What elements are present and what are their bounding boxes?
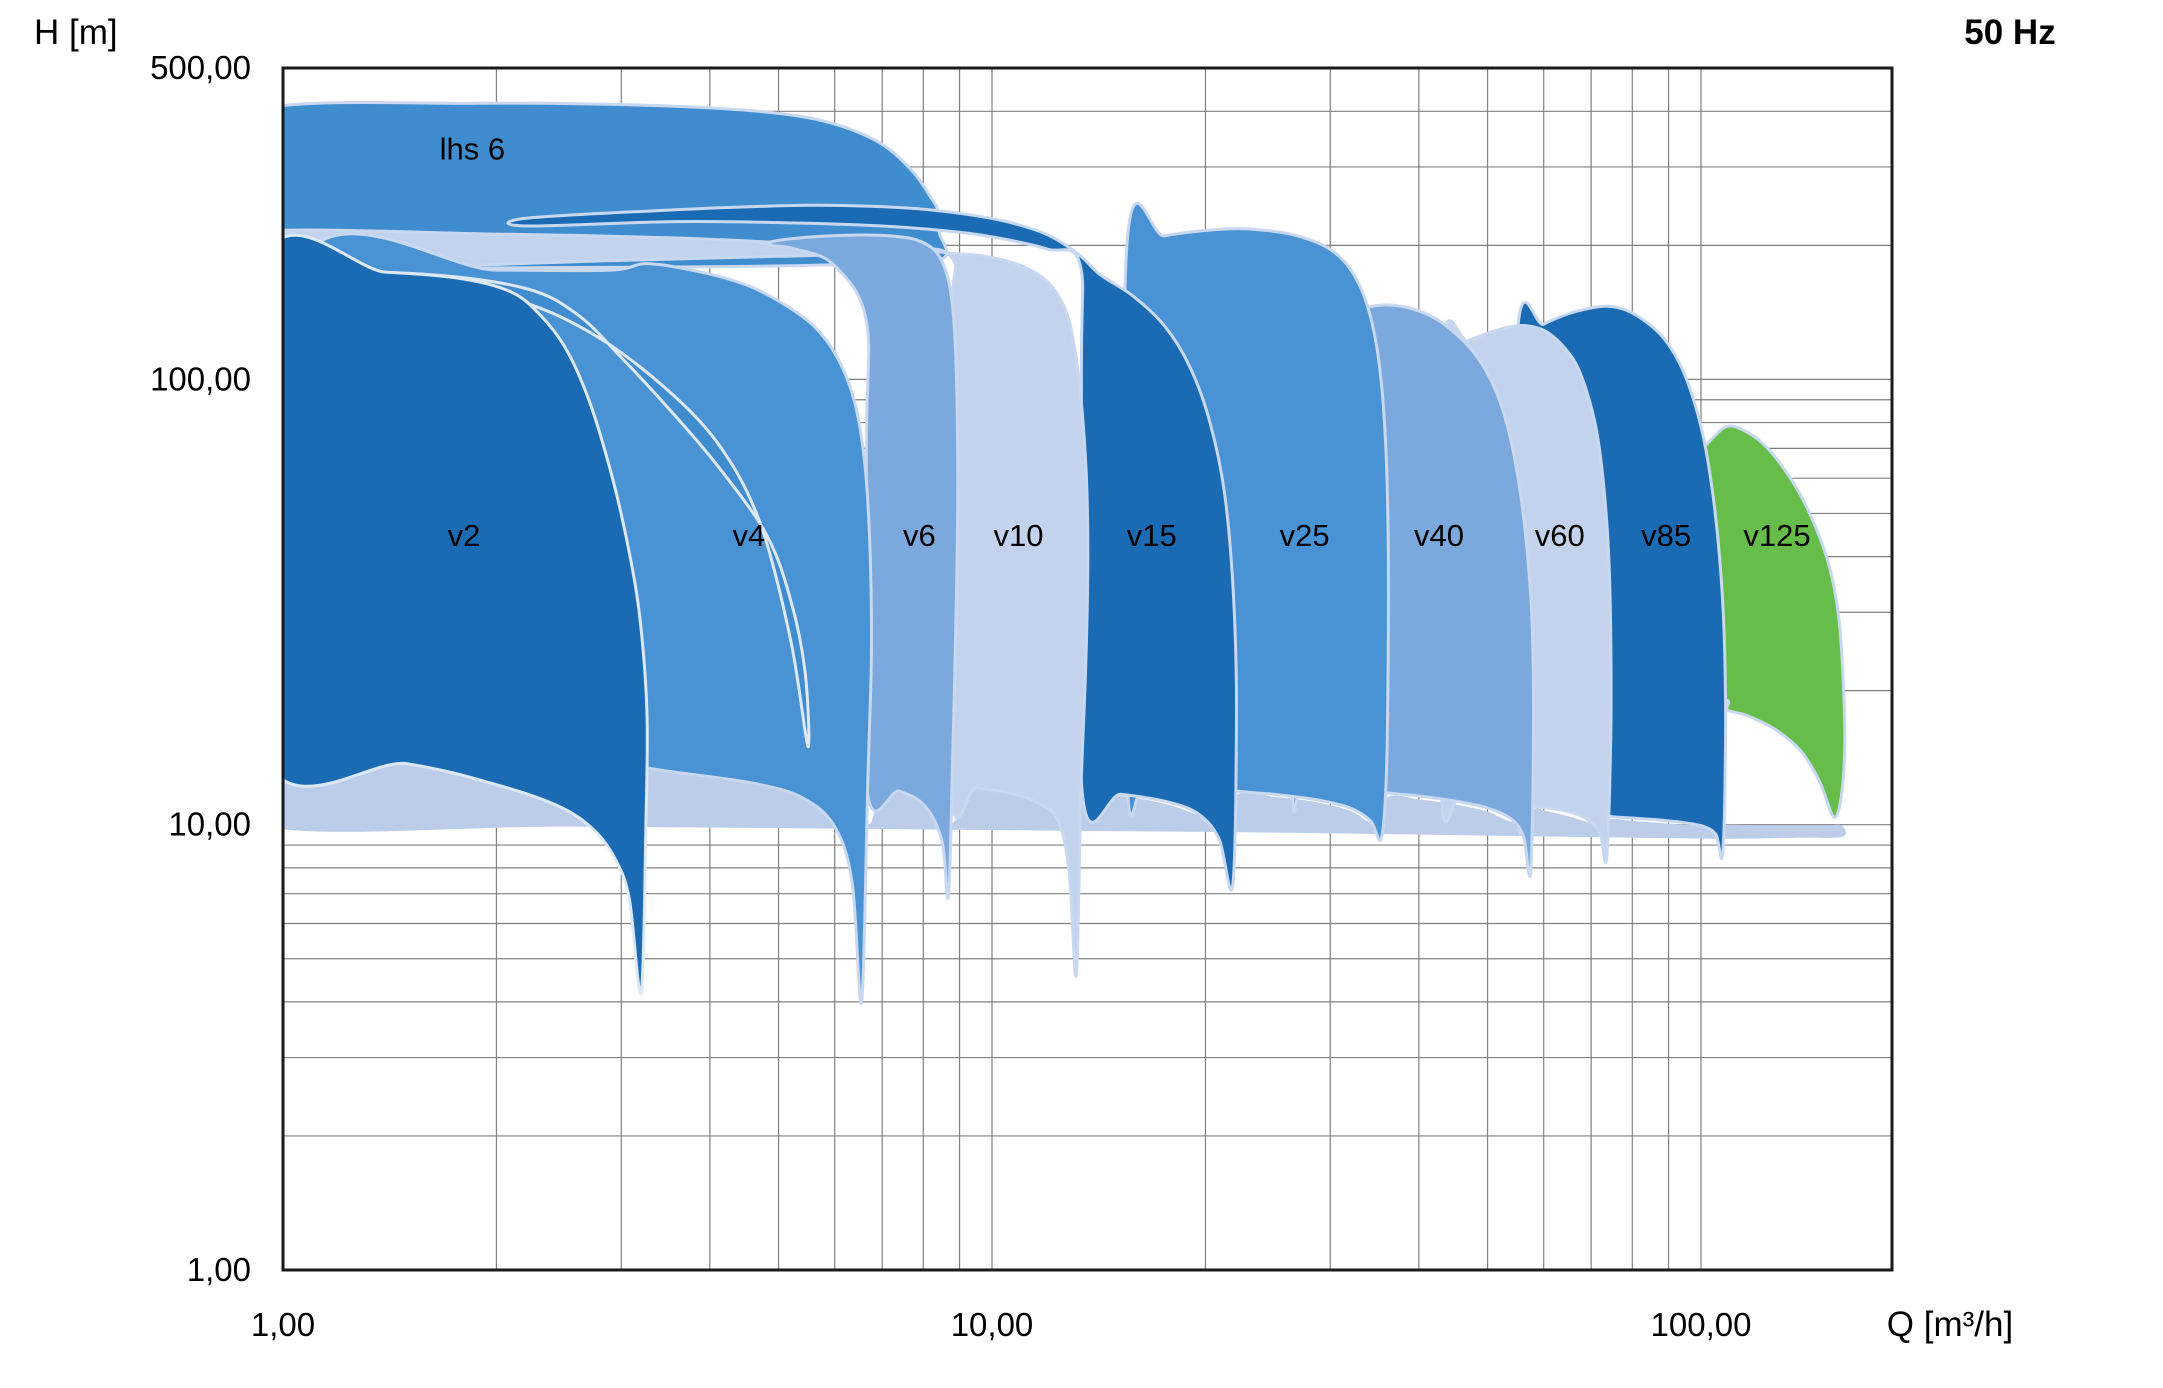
pump-label-v25: v25 — [1280, 518, 1330, 553]
y-tick-label: 10,00 — [168, 806, 251, 843]
x-tick-label: 10,00 — [951, 1306, 1034, 1343]
pump-label-lhs6: lhs 6 — [440, 132, 505, 167]
pump-label-v2: v2 — [448, 518, 481, 553]
pump-region-v15 — [506, 203, 1239, 892]
x-tick-label: 1,00 — [251, 1306, 315, 1343]
pump-label-v40: v40 — [1414, 518, 1464, 553]
pump-region-v6 — [766, 233, 960, 901]
y-axis-title: H [m] — [34, 13, 118, 52]
y-tick-label: 500,00 — [150, 49, 251, 86]
pump-label-v125: v125 — [1743, 518, 1810, 553]
y-tick-label: 100,00 — [150, 360, 251, 397]
pump-label-v15: v15 — [1127, 518, 1177, 553]
pump-label-v4: v4 — [732, 518, 765, 553]
pump-labels: lhs 6 v2 v4 v6 v10 v15 v25 v40 v60 v85 v125 — [440, 132, 1811, 554]
pump-region-v2 — [283, 233, 649, 996]
plot-border — [281, 66, 1894, 1272]
pump-label-v85: v85 — [1641, 518, 1691, 553]
pump-regions — [283, 100, 1847, 1006]
pump-label-v60: v60 — [1535, 518, 1585, 553]
frequency-badge: 50 Hz — [1964, 13, 2055, 52]
pump-label-v10: v10 — [994, 518, 1044, 553]
y-tick-label: 1,00 — [187, 1251, 251, 1288]
x-axis-title: Q [m³/h] — [1887, 1305, 2013, 1344]
pump-label-v6: v6 — [903, 518, 936, 553]
x-tick-label: 100,00 — [1651, 1306, 1752, 1343]
